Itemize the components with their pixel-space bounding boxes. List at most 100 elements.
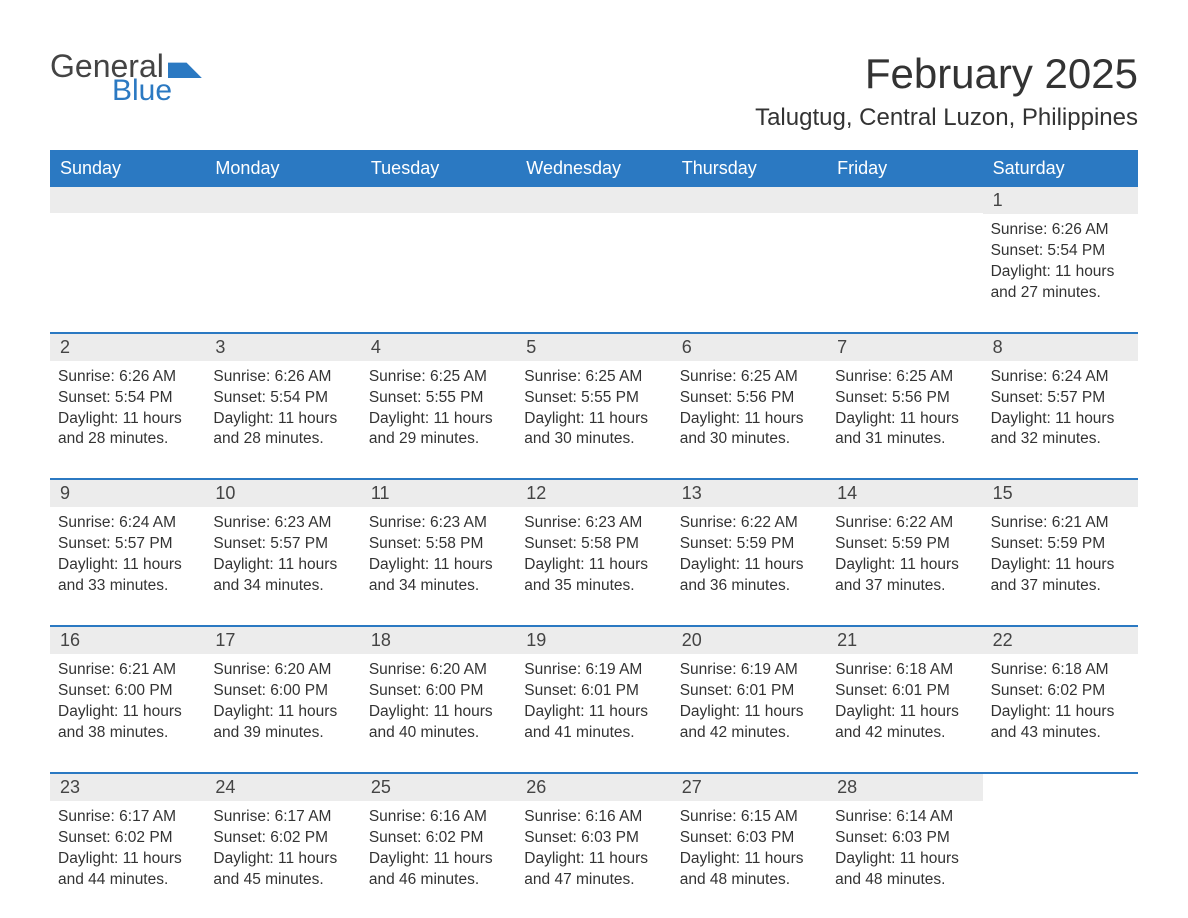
day-cell: 21Sunrise: 6:18 AMSunset: 6:01 PMDayligh… [827, 627, 982, 754]
day-day2: and 37 minutes. [835, 576, 974, 597]
day-cell: 9Sunrise: 6:24 AMSunset: 5:57 PMDaylight… [50, 480, 205, 607]
day-cell [516, 187, 671, 314]
day-cell: 2Sunrise: 6:26 AMSunset: 5:54 PMDaylight… [50, 334, 205, 461]
day-sunset: Sunset: 5:58 PM [524, 534, 663, 555]
day-day2: and 48 minutes. [680, 870, 819, 891]
day-sunrise: Sunrise: 6:25 AM [680, 367, 819, 388]
day-day1: Daylight: 11 hours [213, 849, 352, 870]
day-sunset: Sunset: 5:57 PM [991, 388, 1130, 409]
day-sunset: Sunset: 6:02 PM [58, 828, 197, 849]
empty-day [672, 187, 827, 213]
calendar: SundayMondayTuesdayWednesdayThursdayFrid… [50, 150, 1138, 900]
day-day1: Daylight: 11 hours [369, 702, 508, 723]
weekday-header: Sunday [50, 150, 205, 187]
day-sunset: Sunset: 6:03 PM [835, 828, 974, 849]
day-day2: and 33 minutes. [58, 576, 197, 597]
day-sunset: Sunset: 6:03 PM [524, 828, 663, 849]
day-day1: Daylight: 11 hours [524, 555, 663, 576]
day-day2: and 31 minutes. [835, 429, 974, 450]
day-day1: Daylight: 11 hours [680, 555, 819, 576]
day-sunset: Sunset: 6:01 PM [524, 681, 663, 702]
weekday-header: Saturday [983, 150, 1138, 187]
day-cell: 18Sunrise: 6:20 AMSunset: 6:00 PMDayligh… [361, 627, 516, 754]
day-number: 5 [516, 334, 671, 361]
day-day2: and 28 minutes. [213, 429, 352, 450]
day-sunrise: Sunrise: 6:18 AM [991, 660, 1130, 681]
empty-day [50, 187, 205, 213]
day-number: 11 [361, 480, 516, 507]
weekday-header: Monday [205, 150, 360, 187]
day-number: 13 [672, 480, 827, 507]
day-cell: 25Sunrise: 6:16 AMSunset: 6:02 PMDayligh… [361, 774, 516, 901]
day-day1: Daylight: 11 hours [58, 555, 197, 576]
day-cell: 15Sunrise: 6:21 AMSunset: 5:59 PMDayligh… [983, 480, 1138, 607]
day-cell: 12 Sunrise: 6:23 AMSunset: 5:58 PMDayligh… [516, 480, 671, 607]
weekday-header: Wednesday [516, 150, 671, 187]
day-number: 8 [983, 334, 1138, 361]
day-day2: and 38 minutes. [58, 723, 197, 744]
day-day1: Daylight: 11 hours [835, 702, 974, 723]
day-cell: 22Sunrise: 6:18 AMSunset: 6:02 PMDayligh… [983, 627, 1138, 754]
day-cell: 7Sunrise: 6:25 AMSunset: 5:56 PMDaylight… [827, 334, 982, 461]
day-cell: 24Sunrise: 6:17 AMSunset: 6:02 PMDayligh… [205, 774, 360, 901]
day-sunset: Sunset: 5:54 PM [991, 241, 1130, 262]
day-cell [361, 187, 516, 314]
day-day2: and 30 minutes. [680, 429, 819, 450]
day-cell: 3Sunrise: 6:26 AMSunset: 5:54 PMDaylight… [205, 334, 360, 461]
day-number: 12 [516, 480, 671, 507]
day-sunrise: Sunrise: 6:19 AM [680, 660, 819, 681]
day-day1: Daylight: 11 hours [835, 555, 974, 576]
day-number: 26 [516, 774, 671, 801]
day-day2: and 41 minutes. [524, 723, 663, 744]
day-sunrise: Sunrise: 6:18 AM [835, 660, 974, 681]
day-cell [983, 774, 1138, 901]
day-day1: Daylight: 11 hours [835, 849, 974, 870]
empty-day [361, 187, 516, 213]
day-sunset: Sunset: 6:03 PM [680, 828, 819, 849]
day-sunrise: Sunrise: 6:23 AM [524, 513, 663, 534]
day-sunrise: Sunrise: 6:16 AM [524, 807, 663, 828]
day-day2: and 39 minutes. [213, 723, 352, 744]
day-number: 24 [205, 774, 360, 801]
day-day2: and 36 minutes. [680, 576, 819, 597]
week-row: 9Sunrise: 6:24 AMSunset: 5:57 PMDaylight… [50, 478, 1138, 607]
day-day1: Daylight: 11 hours [835, 409, 974, 430]
day-number: 28 [827, 774, 982, 801]
day-day2: and 34 minutes. [369, 576, 508, 597]
day-day2: and 35 minutes. [524, 576, 663, 597]
day-sunrise: Sunrise: 6:15 AM [680, 807, 819, 828]
day-cell: 26Sunrise: 6:16 AMSunset: 6:03 PMDayligh… [516, 774, 671, 901]
weekday-header-row: SundayMondayTuesdayWednesdayThursdayFrid… [50, 150, 1138, 187]
day-day1: Daylight: 11 hours [991, 262, 1130, 283]
day-sunset: Sunset: 6:02 PM [369, 828, 508, 849]
day-cell: 6Sunrise: 6:25 AMSunset: 5:56 PMDaylight… [672, 334, 827, 461]
day-sunrise: Sunrise: 6:25 AM [524, 367, 663, 388]
logo: General Blue [50, 50, 202, 106]
day-cell: 16Sunrise: 6:21 AMSunset: 6:00 PMDayligh… [50, 627, 205, 754]
day-cell [205, 187, 360, 314]
day-sunrise: Sunrise: 6:24 AM [58, 513, 197, 534]
day-day2: and 30 minutes. [524, 429, 663, 450]
day-number: 23 [50, 774, 205, 801]
day-cell: 19Sunrise: 6:19 AMSunset: 6:01 PMDayligh… [516, 627, 671, 754]
day-day1: Daylight: 11 hours [369, 555, 508, 576]
day-number: 20 [672, 627, 827, 654]
day-number: 21 [827, 627, 982, 654]
empty-day [983, 774, 1138, 800]
day-cell: 1Sunrise: 6:26 AMSunset: 5:54 PMDaylight… [983, 187, 1138, 314]
day-cell: 10Sunrise: 6:23 AMSunset: 5:57 PMDayligh… [205, 480, 360, 607]
day-day1: Daylight: 11 hours [991, 555, 1130, 576]
day-sunset: Sunset: 5:59 PM [991, 534, 1130, 555]
day-day1: Daylight: 11 hours [213, 702, 352, 723]
week-row: 2Sunrise: 6:26 AMSunset: 5:54 PMDaylight… [50, 332, 1138, 461]
day-day2: and 27 minutes. [991, 283, 1130, 304]
day-cell: 20Sunrise: 6:19 AMSunset: 6:01 PMDayligh… [672, 627, 827, 754]
day-number: 27 [672, 774, 827, 801]
day-number: 4 [361, 334, 516, 361]
day-number: 10 [205, 480, 360, 507]
weekday-header: Friday [827, 150, 982, 187]
day-cell [827, 187, 982, 314]
month-title: February 2025 [755, 50, 1138, 98]
day-number: 15 [983, 480, 1138, 507]
day-number: 14 [827, 480, 982, 507]
